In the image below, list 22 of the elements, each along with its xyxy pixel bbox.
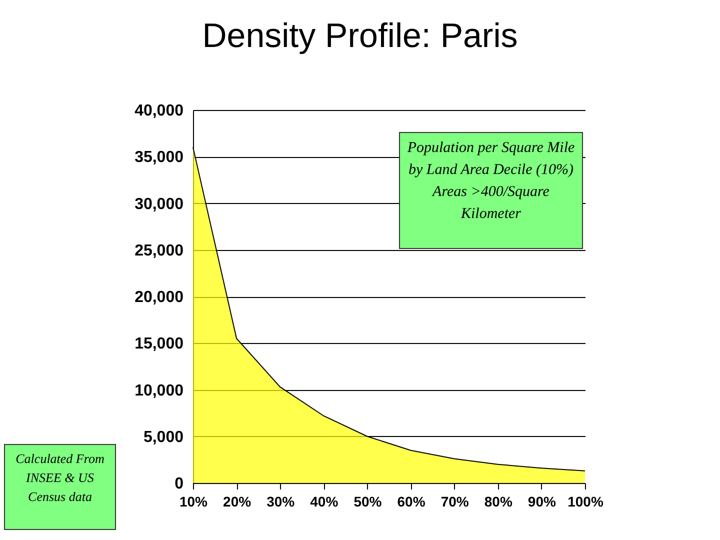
y-tick-label: 20,000 [134,289,184,306]
x-tick-label: 80% [484,494,513,510]
y-tick-label: 25,000 [134,242,184,260]
x-tick-label: 70% [440,494,470,510]
y-tick-label: 0 [174,476,184,492]
chart-title: Density Profile: Paris [202,17,518,55]
x-tick-label: 90% [528,494,556,510]
x-tick-label: 30% [266,494,296,510]
x-tick-label: 10% [179,494,208,510]
y-tick-label: 40,000 [134,102,184,120]
y-tick-label: 15,000 [134,336,184,353]
y-tick-label: 35,000 [134,149,184,166]
y-tick-label: 5,000 [143,428,184,446]
x-tick-label: 40% [310,494,339,510]
y-tick-label: 30,000 [134,196,184,213]
y-tick-label: 10,000 [134,382,184,400]
x-tick-label: 20% [223,494,252,510]
annotation: Population per Square Mile by Land Area Decile (10%) Areas >400/Square Kilometer [399,132,583,249]
x-tick-label: 60% [397,494,426,510]
x-tick-label: 100% [568,494,604,510]
text: Calculated From INSEE & US Census data [4,444,116,530]
x-tick-label: 50% [354,494,382,510]
